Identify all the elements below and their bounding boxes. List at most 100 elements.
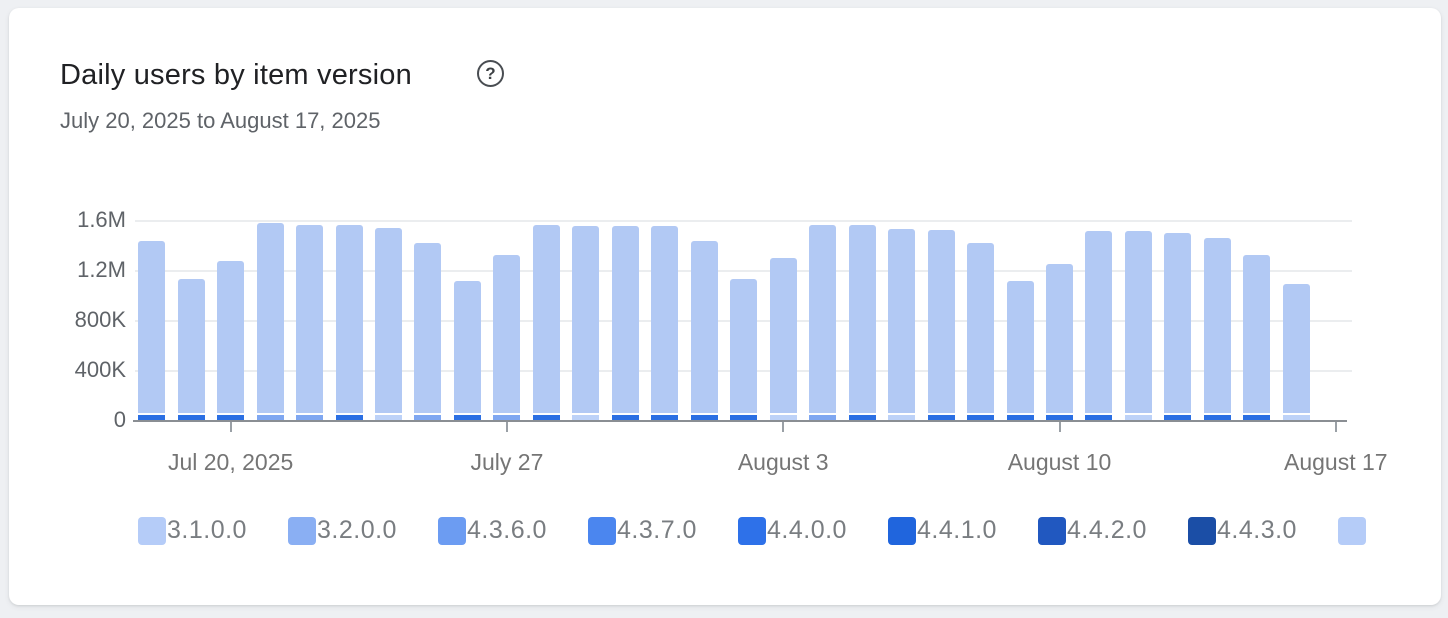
gridline [135,220,1352,222]
bar-segment-main[interactable] [809,225,837,413]
legend-swatch [738,516,766,545]
legend-item: 4.4.1.0 [888,516,1038,545]
bar-segment-main[interactable] [769,257,797,413]
bar-segment-main[interactable] [414,242,442,413]
bar-segment-bottom[interactable] [809,415,837,420]
bar-segment-bottom[interactable] [1046,415,1073,420]
bar-segment-main[interactable] [1164,232,1192,413]
bar-segment-main[interactable] [453,281,481,413]
bar-segment-main[interactable] [1203,237,1231,413]
chart-title: Daily users by item version [60,59,412,91]
bar-segment-bottom[interactable] [1282,415,1310,420]
bar-chart-plot-area: 0 400K 800K 1.2M 1.6M Jul 20, 2025 July 27 Augu… [9,8,1441,605]
bar-segment-main[interactable] [572,226,600,413]
bar-segment-main[interactable] [927,230,955,413]
bar-segment-bottom[interactable] [493,415,521,420]
bar-segment-main[interactable] [848,225,876,413]
gridline [135,270,1352,272]
bar-segment-bottom[interactable] [769,415,797,420]
daily-users-card: Daily users by item version ? July 20, 2… [9,8,1441,605]
bar-segment-main[interactable] [1006,281,1034,413]
legend-item [1338,516,1428,545]
bar-segment-main[interactable] [1085,231,1113,413]
bar-segment-bottom[interactable] [1203,415,1231,420]
bar-segment-main[interactable] [335,225,363,413]
y-axis-label: 0 [113,407,126,432]
legend-swatch [288,516,316,545]
bar-segment-main[interactable] [967,242,995,413]
legend-swatch [888,516,916,545]
bar-segment-main[interactable] [296,225,324,413]
bar-segment-bottom[interactable] [296,415,324,420]
legend-item: 3.2.0.0 [288,516,438,545]
bar-segment-main[interactable] [651,226,679,413]
bar-segment-main[interactable] [1046,263,1073,413]
bar-segment-main[interactable] [138,241,166,413]
legend-swatch [1038,516,1066,545]
bar-segment-bottom[interactable] [927,415,955,420]
legend-swatch [588,516,616,545]
x-axis-line [133,420,1347,422]
bar-segment-main[interactable] [217,261,245,413]
bar-segment-bottom[interactable] [1243,415,1271,420]
x-axis-tick [229,422,232,432]
bar-segment-bottom[interactable] [1164,415,1192,420]
bar-segment-bottom[interactable] [690,415,718,420]
legend-label: 4.4.2.0 [1067,516,1147,544]
bar-segment-main[interactable] [532,225,560,413]
x-axis-label: August 17 [1284,449,1388,475]
x-axis-tick [505,422,508,432]
x-axis-tick [1058,422,1061,432]
x-axis-tick [1334,422,1337,432]
bar-segment-bottom[interactable] [651,415,679,420]
x-axis-tick [782,422,785,432]
bar-segment-bottom[interactable] [611,415,639,420]
bar-segment-main[interactable] [730,278,758,413]
bar-segment-bottom[interactable] [730,415,758,420]
legend-swatch [138,516,166,545]
bar-segment-bottom[interactable] [1085,415,1113,420]
bar-segment-main[interactable] [493,255,521,413]
bar-segment-main[interactable] [256,222,284,413]
chart-legend: 3.1.0.0 3.2.0.0 4.3.6.0 4.3.7.0 4.4.0.0 4.4.1… [138,516,1428,545]
x-axis-label: August 10 [1007,449,1112,475]
legend-label: 4.4.1.0 [917,516,997,544]
bar-segment-bottom[interactable] [888,415,916,420]
bar-segment-main[interactable] [1124,231,1152,413]
bar-segment-main[interactable] [690,241,718,413]
bar-segment-main[interactable] [888,228,916,413]
y-axis-label: 800K [74,307,126,332]
legend-swatch [438,516,466,545]
legend-item: 3.1.0.0 [138,516,288,545]
bar-segment-bottom[interactable] [1006,415,1034,420]
bar-segment-bottom[interactable] [532,415,560,420]
bar-segment-bottom[interactable] [138,415,166,420]
bar-segment-main[interactable] [1282,283,1310,413]
bar-segment-main[interactable] [177,278,205,413]
help-icon[interactable]: ? [477,60,504,87]
legend-item: 4.3.6.0 [438,516,588,545]
legend-item: 4.4.0.0 [738,516,888,545]
bar-segment-main[interactable] [611,226,639,413]
legend-item: 4.4.2.0 [1038,516,1188,545]
bar-segment-main[interactable] [1243,255,1271,413]
bar-segment-bottom[interactable] [414,415,442,420]
bar-segment-bottom[interactable] [335,415,363,420]
legend-item: 4.4.3.0 [1188,516,1338,545]
legend-label: 4.3.6.0 [467,516,547,544]
x-axis-label: Jul 20, 2025 [167,449,294,475]
legend-swatch [1188,516,1216,545]
bar-segment-main[interactable] [375,227,403,413]
y-axis-label: 1.6M [77,207,126,232]
bar-segment-bottom[interactable] [848,415,876,420]
date-range-subtitle: July 20, 2025 to August 17, 2025 [60,108,381,133]
bar-segment-bottom[interactable] [453,415,481,420]
bar-segment-bottom[interactable] [572,415,600,420]
bar-segment-bottom[interactable] [256,415,284,420]
bar-segment-bottom[interactable] [217,415,245,420]
bar-segment-bottom[interactable] [967,415,995,420]
bar-segment-bottom[interactable] [177,415,205,420]
bar-segment-bottom[interactable] [1124,415,1152,420]
legend-label: 3.1.0.0 [167,516,247,544]
bar-segment-bottom[interactable] [375,415,403,420]
